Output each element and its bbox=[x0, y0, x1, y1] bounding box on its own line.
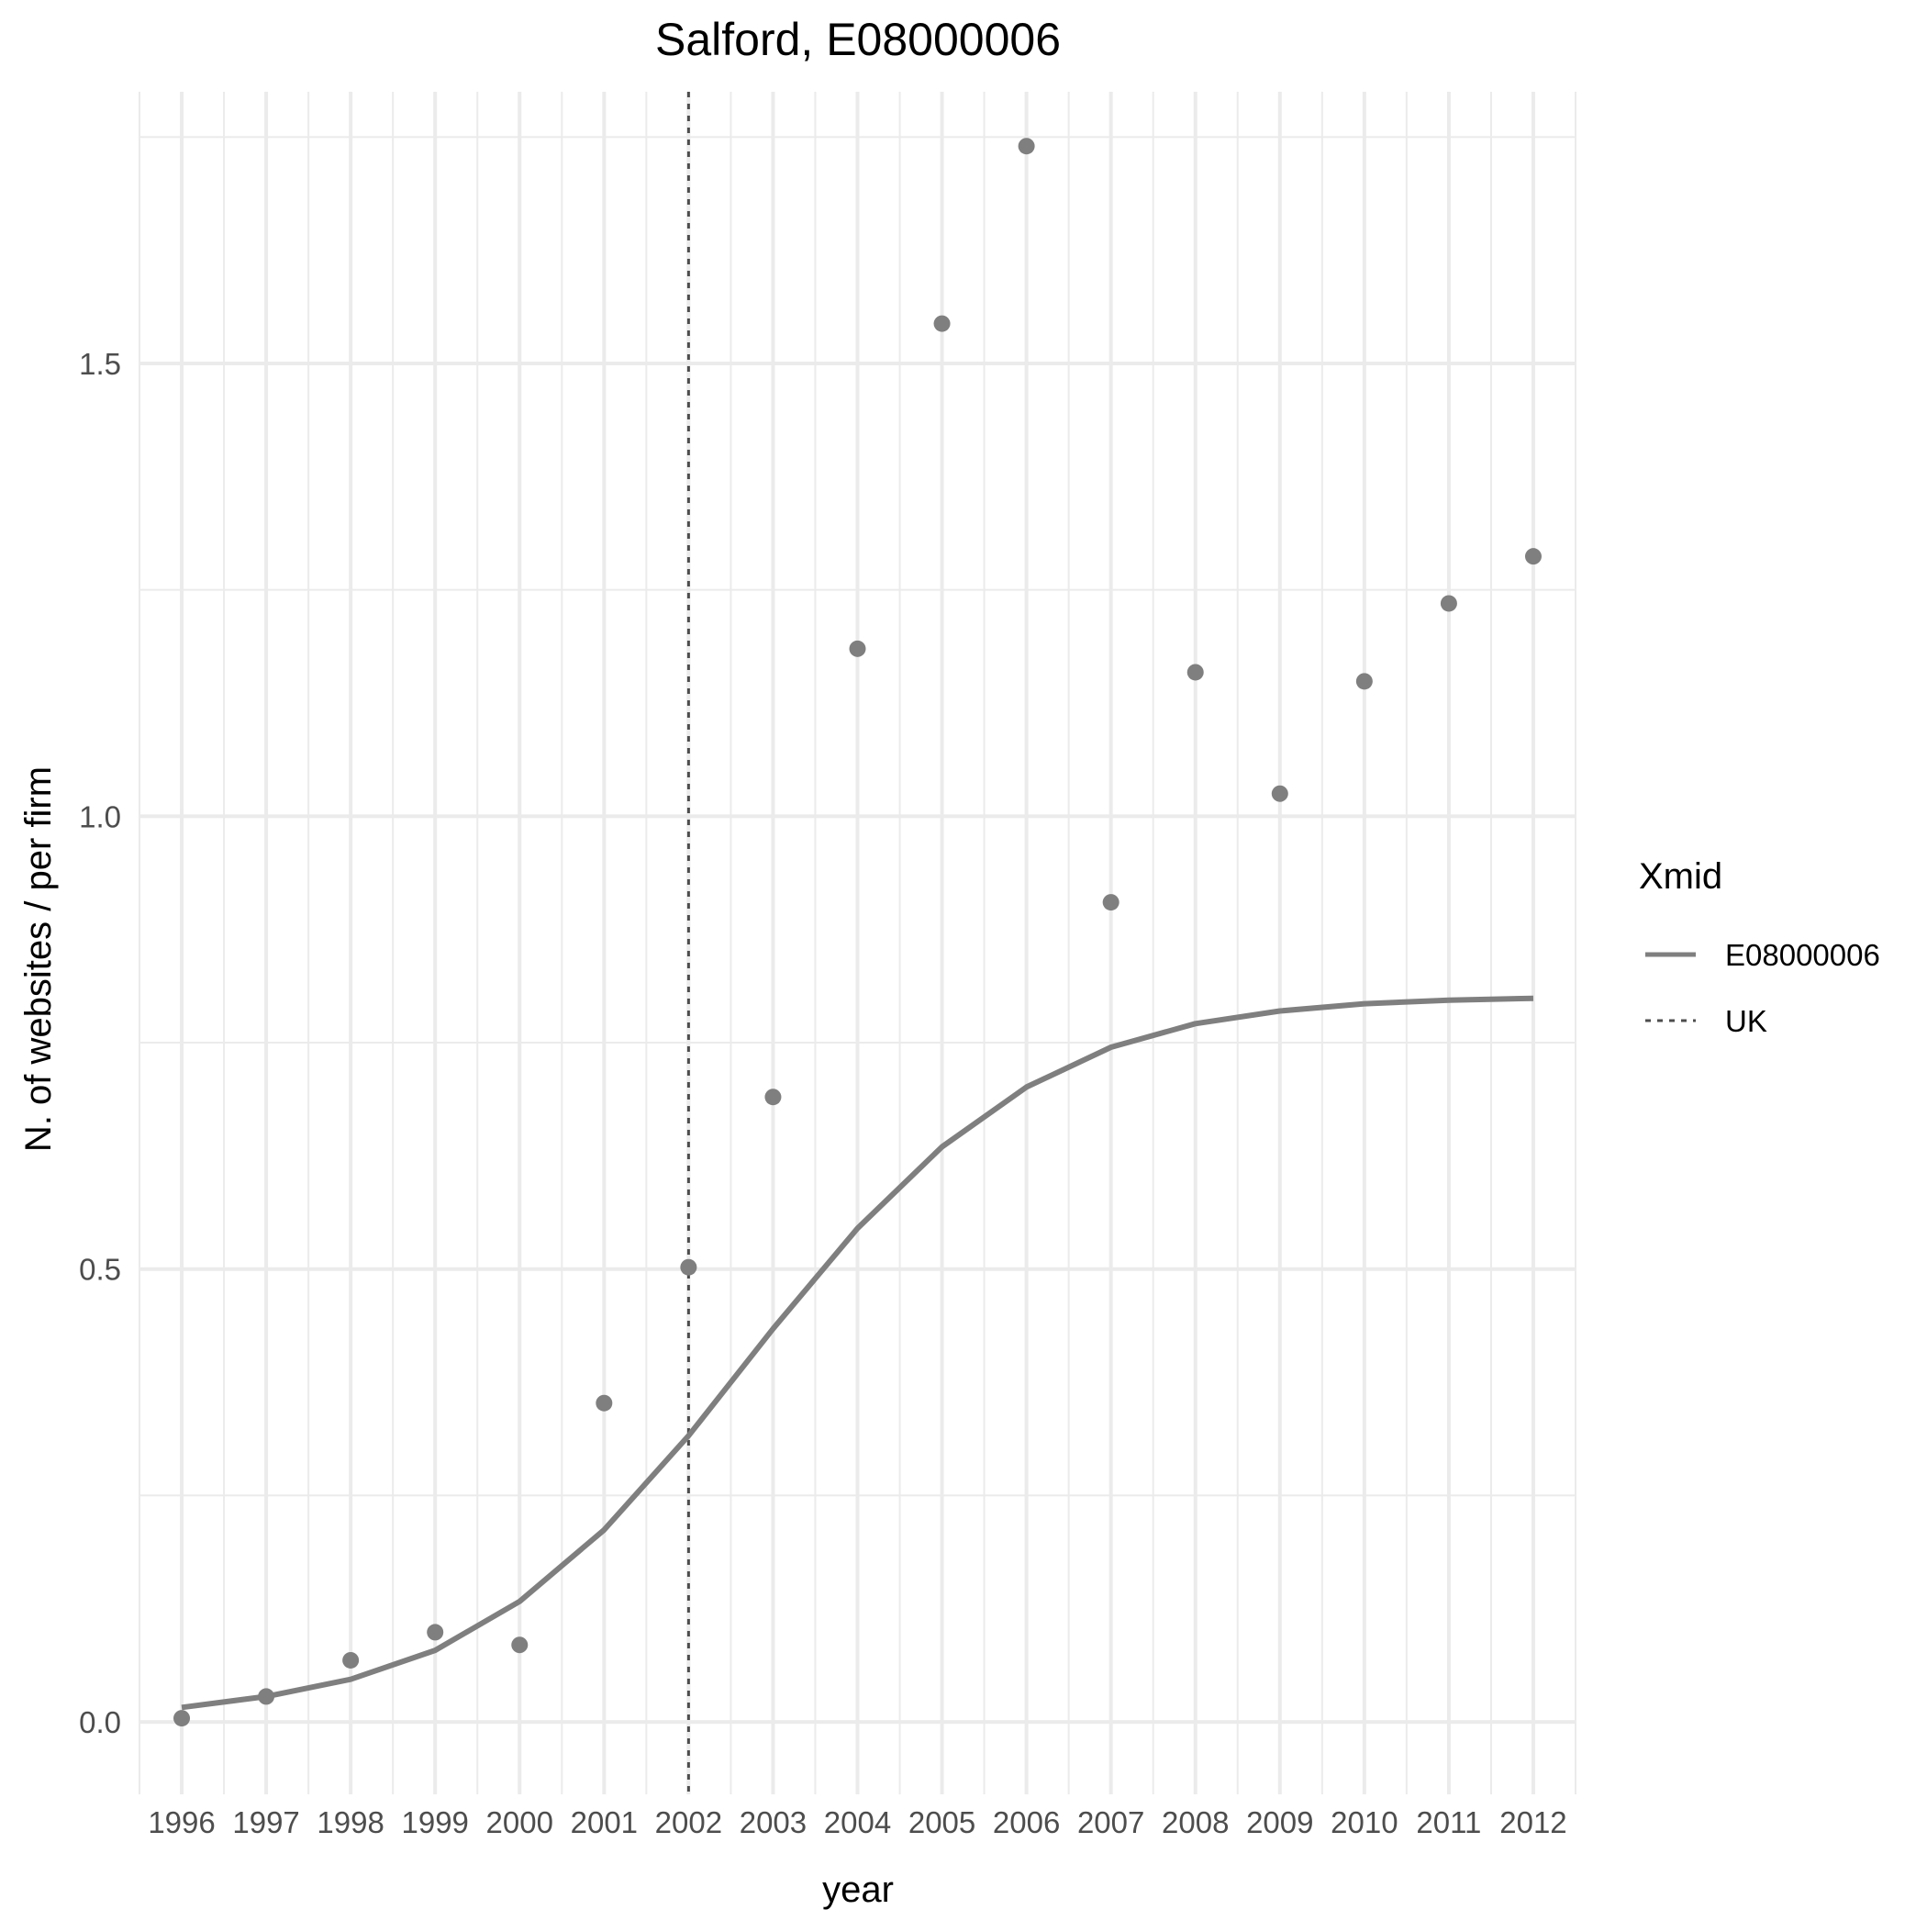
y-tick-label: 0.0 bbox=[79, 1705, 121, 1739]
legend: Xmid E08000006 UK bbox=[1639, 856, 1880, 1038]
grid bbox=[139, 92, 1576, 1794]
data-point-2008 bbox=[1186, 664, 1204, 681]
data-point-2003 bbox=[764, 1089, 782, 1106]
data-point-1999 bbox=[427, 1624, 444, 1641]
x-tick-label: 2001 bbox=[571, 1805, 638, 1839]
y-axis-title: N. of websites / per firm bbox=[18, 766, 59, 1152]
data-points bbox=[173, 138, 1542, 1727]
x-tick-label: 2011 bbox=[1416, 1805, 1481, 1839]
x-tick-label: 2006 bbox=[993, 1805, 1060, 1839]
y-tick-label: 1.5 bbox=[79, 347, 121, 381]
x-tick-label: 2012 bbox=[1499, 1805, 1566, 1839]
data-point-1996 bbox=[173, 1710, 191, 1727]
legend-title: Xmid bbox=[1639, 856, 1722, 897]
x-tick-label: 1998 bbox=[317, 1805, 384, 1839]
x-tick-label: 2009 bbox=[1246, 1805, 1313, 1839]
x-tick-label: 2003 bbox=[740, 1805, 807, 1839]
data-point-2005 bbox=[933, 315, 951, 332]
x-tick-label: 2010 bbox=[1331, 1805, 1398, 1839]
x-tick-label: 1996 bbox=[148, 1805, 215, 1839]
data-point-2012 bbox=[1524, 548, 1542, 565]
y-tick-label: 1.0 bbox=[79, 799, 121, 833]
chart-title: Salford, E08000006 bbox=[655, 14, 1061, 65]
data-point-1998 bbox=[342, 1651, 360, 1669]
x-tick-label: 2008 bbox=[1162, 1805, 1229, 1839]
series bbox=[181, 995, 1534, 1711]
x-tick-label: 1999 bbox=[401, 1805, 468, 1839]
x-tick-label: 2007 bbox=[1077, 1805, 1144, 1839]
legend-label-uk: UK bbox=[1725, 1004, 1767, 1038]
data-point-2011 bbox=[1440, 595, 1457, 612]
series-line-e08000006 bbox=[181, 995, 1534, 1711]
data-point-2000 bbox=[511, 1636, 529, 1654]
data-point-1997 bbox=[258, 1688, 275, 1705]
x-axis-title: year bbox=[822, 1870, 894, 1910]
legend-label-e08000006: E08000006 bbox=[1725, 938, 1880, 972]
data-point-2007 bbox=[1102, 894, 1119, 911]
data-point-2009 bbox=[1271, 785, 1288, 802]
x-tick-label: 2000 bbox=[486, 1805, 553, 1839]
data-point-2001 bbox=[596, 1394, 613, 1412]
x-tick-label: 2005 bbox=[908, 1805, 975, 1839]
x-tick-label: 2004 bbox=[824, 1805, 891, 1839]
data-point-2004 bbox=[849, 640, 866, 657]
x-tick-label: 2002 bbox=[655, 1805, 722, 1839]
data-point-2006 bbox=[1018, 138, 1035, 155]
y-axis-ticks: 0.0 0.5 1.0 1.5 bbox=[79, 347, 121, 1739]
x-axis-ticks: 1996 1997 1998 1999 2000 2001 2002 2003 2004 2005… bbox=[148, 1805, 1566, 1839]
data-point-2010 bbox=[1355, 673, 1373, 690]
y-tick-label: 0.5 bbox=[79, 1253, 121, 1287]
data-point-2002 bbox=[680, 1258, 697, 1276]
x-tick-label: 1997 bbox=[232, 1805, 299, 1839]
